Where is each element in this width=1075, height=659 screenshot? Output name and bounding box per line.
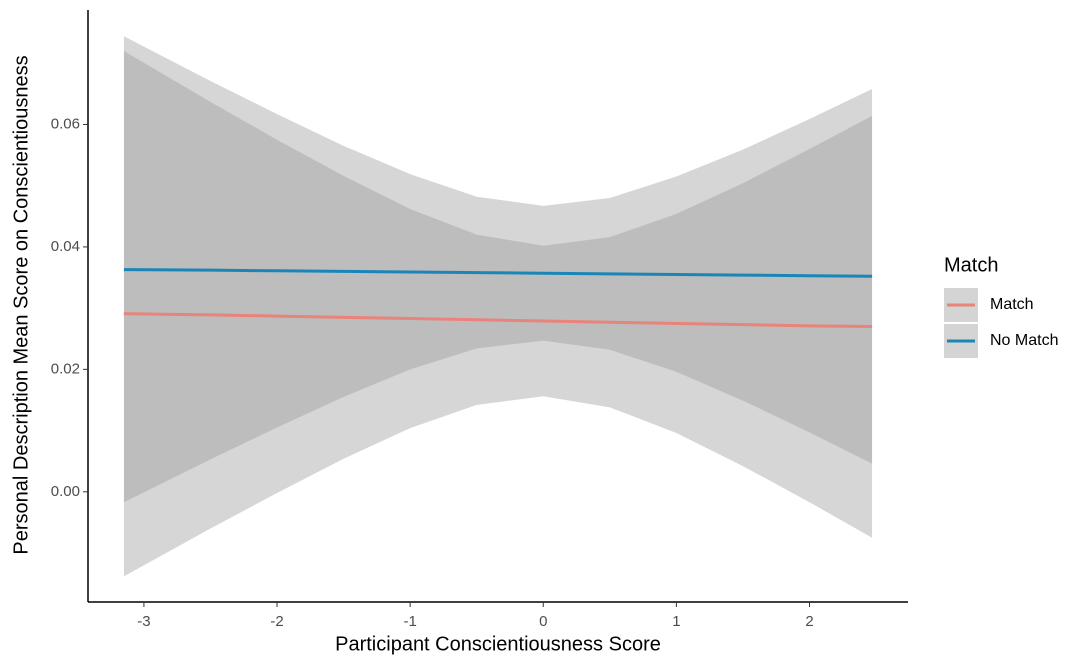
legend-label: No Match — [990, 332, 1058, 349]
confidence-band — [123, 51, 873, 577]
legend-title: Match — [944, 254, 998, 276]
x-axis-title: Participant Conscientiousness Score — [335, 633, 661, 655]
y-tick-label: 0.06 — [51, 115, 80, 132]
y-axis-title: Personal Description Mean Score on Consc… — [10, 55, 32, 554]
x-tick-label: -2 — [270, 613, 283, 630]
series-line — [123, 268, 873, 278]
series-line — [123, 312, 873, 329]
x-tick-label: 1 — [672, 613, 680, 630]
legend-label: Match — [990, 296, 1034, 313]
x-tick-label: -3 — [137, 613, 150, 630]
y-tick-label: 0.02 — [51, 360, 80, 377]
x-tick-label: 0 — [539, 613, 547, 630]
y-tick-label: 0.00 — [51, 483, 80, 500]
confidence-band — [123, 36, 873, 503]
y-tick-label: 0.04 — [51, 238, 80, 255]
x-tick-label: 2 — [805, 613, 813, 630]
x-tick-label: -1 — [403, 613, 416, 630]
